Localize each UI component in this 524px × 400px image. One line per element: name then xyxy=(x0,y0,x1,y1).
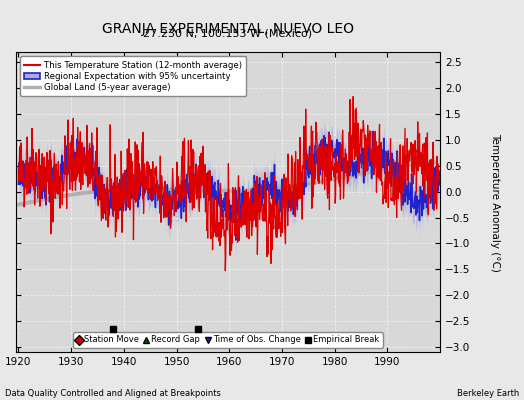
Legend: Station Move, Record Gap, Time of Obs. Change, Empirical Break: Station Move, Record Gap, Time of Obs. C… xyxy=(73,332,383,348)
Y-axis label: Temperature Anomaly (°C): Temperature Anomaly (°C) xyxy=(490,132,500,272)
Title: GRANJA EXPERIMENTAL, NUEVO LEO: GRANJA EXPERIMENTAL, NUEVO LEO xyxy=(102,22,354,36)
Text: Data Quality Controlled and Aligned at Breakpoints: Data Quality Controlled and Aligned at B… xyxy=(5,389,221,398)
Text: 27.230 N, 100.153 W (Mexico): 27.230 N, 100.153 W (Mexico) xyxy=(144,28,312,38)
Text: Berkeley Earth: Berkeley Earth xyxy=(456,389,519,398)
